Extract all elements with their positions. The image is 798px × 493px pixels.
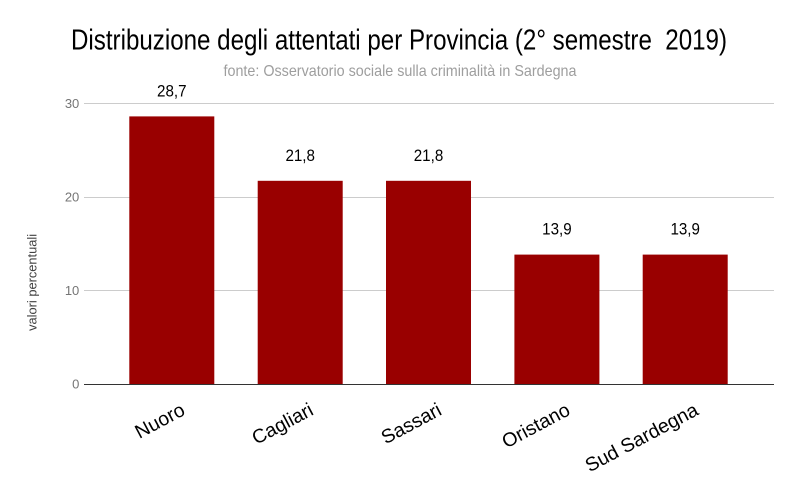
svg-text:21,8: 21,8 bbox=[414, 146, 444, 165]
svg-text:21,8: 21,8 bbox=[285, 146, 315, 165]
svg-text:30: 30 bbox=[65, 96, 79, 111]
svg-text:valori percentuali: valori percentuali bbox=[24, 234, 39, 331]
svg-text:10: 10 bbox=[65, 283, 79, 298]
svg-text:Distribuzione degli attentati: Distribuzione degli attentati per Provin… bbox=[71, 25, 727, 57]
svg-text:fonte: Osservatorio sociale su: fonte: Osservatorio sociale sulla crimin… bbox=[224, 63, 577, 80]
svg-text:13,9: 13,9 bbox=[542, 220, 572, 239]
svg-text:0: 0 bbox=[72, 377, 79, 392]
svg-text:20: 20 bbox=[65, 190, 79, 205]
svg-text:28,7: 28,7 bbox=[157, 81, 187, 100]
svg-text:13,9: 13,9 bbox=[670, 220, 700, 239]
